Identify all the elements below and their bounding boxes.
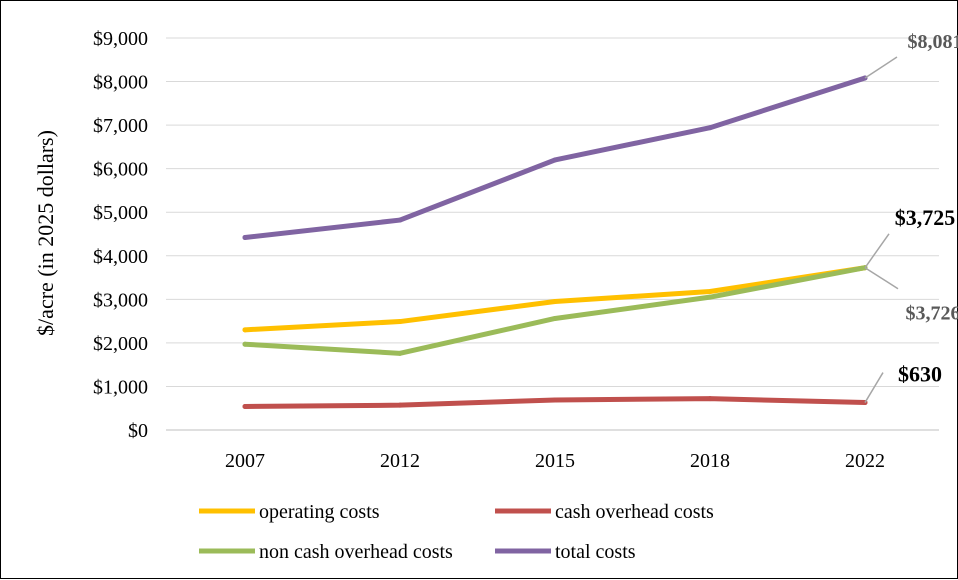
data-label: $3,725 <box>895 205 956 230</box>
y-tick-labels: $0 $1,000 $2,000 $3,000 $4,000 $5,000 $6,000 $7… <box>93 28 148 442</box>
data-point <box>398 319 403 324</box>
data-point <box>708 396 713 401</box>
data-point <box>243 404 248 409</box>
data-point <box>553 397 558 402</box>
data-point <box>243 235 248 240</box>
data-label: $8,081 <box>908 31 958 53</box>
x-tick-label: 2012 <box>380 450 420 472</box>
x-tick-label: 2015 <box>535 450 575 472</box>
legend: operating costs cash overhead costs non ca… <box>199 501 714 563</box>
y-tick-label: $4,000 <box>93 246 148 268</box>
data-point <box>708 289 713 294</box>
legend-label: operating costs <box>259 501 380 523</box>
data-point <box>708 295 713 300</box>
legend-label: cash overhead costs <box>555 501 714 523</box>
leader-line <box>865 57 897 78</box>
x-tick-labels: 2007 2012 2015 2018 2022 <box>225 450 885 472</box>
data-point <box>398 351 403 356</box>
data-annotations: $8,081 $3,725 $3,726 $630 <box>865 31 958 403</box>
x-tick-label: 2018 <box>690 450 730 472</box>
y-axis-title: $/acre (in 2025 dollars) <box>33 130 58 336</box>
y-tick-label: $2,000 <box>93 333 148 355</box>
y-tick-label: $8,000 <box>93 72 148 94</box>
data-point <box>553 157 558 162</box>
data-point <box>553 299 558 304</box>
y-tick-label: $1,000 <box>93 376 148 398</box>
data-point <box>398 403 403 408</box>
y-tick-label: $3,000 <box>93 289 148 311</box>
y-tick-label: $5,000 <box>93 202 148 224</box>
y-tick-label: $6,000 <box>93 159 148 181</box>
data-label: $630 <box>898 362 942 387</box>
data-point <box>243 327 248 332</box>
data-point <box>708 125 713 130</box>
leader-line <box>865 234 889 268</box>
leader-line <box>865 373 883 403</box>
y-tick-label: $7,000 <box>93 115 148 137</box>
y-tick-label: $0 <box>128 420 148 442</box>
data-point <box>398 218 403 223</box>
leader-line <box>865 268 898 289</box>
x-tick-label: 2022 <box>845 450 885 472</box>
legend-label: total costs <box>555 541 636 563</box>
data-label: $3,726 <box>906 303 958 325</box>
y-tick-label: $9,000 <box>93 28 148 50</box>
data-point <box>243 342 248 347</box>
legend-label: non cash overhead costs <box>259 541 453 563</box>
data-point <box>553 316 558 321</box>
x-tick-label: 2007 <box>225 450 265 472</box>
